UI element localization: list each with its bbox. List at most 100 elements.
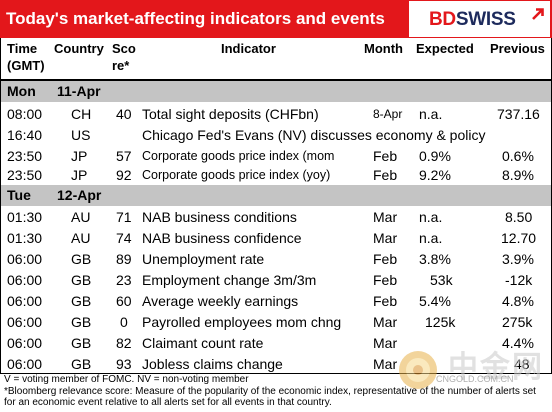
cell-previous: 3.9%	[502, 251, 534, 267]
cell-country: JP	[71, 148, 88, 164]
cell-indicator: Claimant count rate	[142, 335, 264, 351]
table-row: 06:00 GB 93 Jobless claims change Mar 48	[0, 354, 552, 375]
cell-previous: 8.9%	[502, 167, 534, 183]
cell-month: Mar	[373, 230, 398, 246]
footnote: V = voting member of FOMC. NV = non-voti…	[4, 374, 550, 409]
cell-time: 06:00	[7, 293, 43, 309]
cell-indicator: Total sight deposits (CHFbn)	[142, 106, 319, 122]
day-label: Mon	[7, 83, 36, 99]
cell-score: 82	[116, 335, 132, 351]
cell-country: AU	[71, 230, 91, 246]
cell-score: 92	[116, 167, 132, 183]
day-band-tue: Tue 12-Apr	[0, 185, 552, 206]
title-bar: Today's market-affecting indicators and …	[0, 0, 552, 38]
cell-expected: 3.8%	[419, 251, 451, 267]
cell-score: 40	[116, 106, 132, 122]
cell-score: 74	[116, 230, 132, 246]
cell-time: 06:00	[7, 335, 43, 351]
cell-indicator: Unemployment rate	[142, 251, 265, 267]
cell-expected: 125k	[425, 314, 456, 330]
footnote-voting: V = voting member of FOMC. NV = non-voti…	[4, 374, 249, 385]
cell-previous: -12k	[505, 272, 533, 288]
cell-score: 60	[116, 293, 132, 309]
cell-score: 0	[120, 314, 128, 330]
bdswiss-logo: BDSWISS	[409, 1, 550, 37]
logo-swiss-text: SWISS	[455, 9, 516, 30]
table-row: 23:50 JP 57 Corporate goods price index …	[0, 146, 552, 167]
watermark-cn-text: 中金网	[448, 351, 544, 384]
cell-previous: 737.16	[497, 106, 540, 122]
table-row: 08:00 CH 40 Total sight deposits (CHFbn)…	[0, 104, 552, 125]
cell-country: GB	[71, 314, 92, 330]
cell-previous: 12.70	[501, 230, 537, 246]
logo-arrow-icon	[532, 8, 544, 20]
day-date: 11-Apr	[57, 83, 101, 99]
cell-country: GB	[71, 335, 92, 351]
footnote-score: *Bloomberg relevance score: Measure of t…	[4, 385, 536, 409]
cell-time: 01:30	[7, 230, 43, 246]
table-row: 16:40 US Chicago Fed's Evans (NV) discus…	[0, 125, 552, 146]
cell-score: 71	[116, 209, 132, 225]
cell-previous: 48	[514, 356, 530, 372]
cell-month: Feb	[373, 251, 398, 267]
cell-month: Mar	[373, 314, 398, 330]
cell-previous: 0.6%	[502, 148, 534, 164]
cell-time: 23:50	[7, 167, 43, 183]
cell-previous: 8.50	[505, 209, 533, 225]
cell-score: 57	[116, 148, 132, 164]
cell-indicator: Payrolled employees mom chng	[142, 314, 342, 330]
cell-country: GB	[71, 251, 92, 267]
table-row: 06:00 GB 82 Claimant count rate Mar 4.4%	[0, 333, 552, 354]
cell-expected: 9.2%	[419, 167, 451, 183]
cell-month: Feb	[373, 293, 398, 309]
cell-month: Feb	[373, 272, 398, 288]
cell-time: 23:50	[7, 148, 43, 164]
cell-previous: 275k	[502, 314, 533, 330]
cell-time: 06:00	[7, 356, 43, 372]
cell-country: CH	[71, 106, 92, 122]
table-row: 01:30 AU 71 NAB business conditions Mar …	[0, 207, 552, 228]
cell-country: GB	[71, 293, 92, 309]
cell-previous: 4.8%	[502, 293, 534, 309]
cell-indicator: Employment change 3m/3m	[142, 272, 317, 288]
table-row: 06:00 GB 0 Payrolled employees mom chng …	[0, 312, 552, 333]
cell-country: AU	[71, 209, 91, 225]
cell-month: Feb	[373, 148, 398, 164]
cell-previous: 4.4%	[502, 335, 534, 351]
cell-time: 01:30	[7, 209, 43, 225]
cell-time: 16:40	[7, 127, 43, 143]
cell-month: Feb	[373, 167, 398, 183]
day-band-mon: Mon 11-Apr	[0, 81, 552, 102]
cell-country: GB	[71, 356, 92, 372]
page-title: Today's market-affecting indicators and …	[6, 9, 385, 28]
day-label: Tue	[7, 187, 31, 203]
logo-bd-text: BD	[429, 9, 456, 30]
table-row: 23:50 JP 92 Corporate goods price index …	[0, 165, 552, 186]
table-border-bottom	[0, 373, 552, 374]
cell-time: 08:00	[7, 106, 43, 122]
cell-month: Mar	[373, 335, 398, 351]
cell-indicator: Jobless claims change	[142, 356, 283, 372]
cell-score: 89	[116, 251, 132, 267]
cell-indicator: Corporate goods price index (mom	[142, 149, 335, 163]
cell-indicator: Corporate goods price index (yoy)	[142, 168, 331, 182]
day-date: 12-Apr	[57, 187, 102, 203]
cell-expected: 0.9%	[419, 148, 451, 164]
cell-score: 23	[116, 272, 132, 288]
table-row: 06:00 GB 60 Average weekly earnings Feb …	[0, 291, 552, 312]
cell-indicator: NAB business conditions	[142, 209, 297, 225]
cell-expected: n.a.	[419, 106, 443, 122]
cell-country: GB	[71, 272, 92, 288]
table-row: 01:30 AU 74 NAB business confidence Mar …	[0, 228, 552, 249]
cell-expected: 53k	[430, 272, 453, 288]
cell-expected: 5.4%	[419, 293, 451, 309]
cell-time: 06:00	[7, 251, 43, 267]
table-row: 06:00 GB 89 Unemployment rate Feb 3.8% 3…	[0, 249, 552, 270]
cngold-watermark-logo	[399, 351, 437, 389]
table-border-left	[0, 38, 1, 374]
watermark-url-text: CNGOLD.COM.CN	[436, 374, 514, 384]
table-row: 06:00 GB 23 Employment change 3m/3m Feb …	[0, 270, 552, 291]
cell-indicator: NAB business confidence	[142, 230, 302, 246]
cell-expected: n.a.	[419, 209, 443, 225]
header-divider	[0, 79, 552, 81]
